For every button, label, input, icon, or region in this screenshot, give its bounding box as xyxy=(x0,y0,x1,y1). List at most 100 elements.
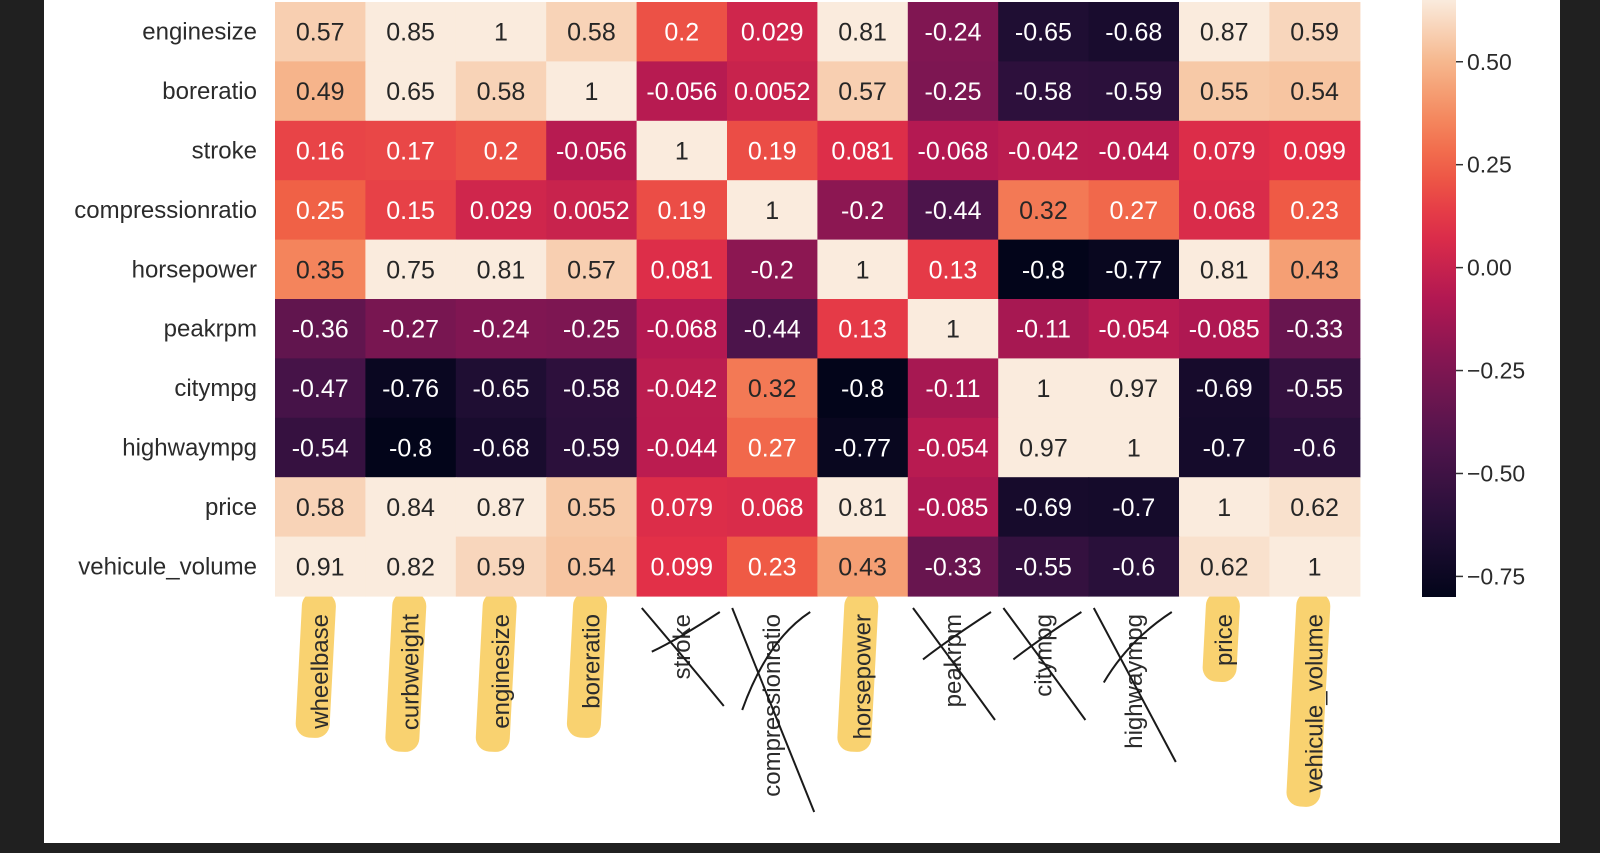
heatmap-cell-enginesize-stroke xyxy=(636,2,728,62)
column-label-compressionratio: compressionratio xyxy=(759,614,786,797)
cell-value-label: 0.87 xyxy=(477,494,526,522)
heatmap-cell-citympg-horsepower xyxy=(817,358,909,419)
heatmap-cell-price-price xyxy=(1179,477,1270,538)
heatmap-cell-citympg-highwaympg xyxy=(1088,358,1180,419)
row-label-horsepower: horsepower xyxy=(132,256,257,283)
column-label-enginesize: enginesize xyxy=(488,614,515,729)
cross-out-marks xyxy=(641,607,1177,813)
cell-value-label: -0.085 xyxy=(1189,316,1260,344)
heatmap-cell-stroke-curbweight xyxy=(365,120,457,181)
cell-value-label: 0.97 xyxy=(1019,435,1068,463)
heatmap-cell-stroke-wheelbase xyxy=(275,120,366,181)
heatmap-cell-vehicule-volume-horsepower xyxy=(817,536,909,597)
heatmap-cell-peakrpm-vehicule-volume xyxy=(1269,299,1361,359)
heatmap-cell-citympg-price xyxy=(1179,358,1270,419)
cell-value-label: 0.54 xyxy=(567,553,616,581)
heatmap-cell-enginesize-citympg xyxy=(998,2,1090,62)
cell-value-label: -0.054 xyxy=(1098,316,1169,344)
cell-value-label: 0.58 xyxy=(296,494,345,522)
heatmap-cell-citympg-curbweight xyxy=(365,358,457,419)
cell-value-label: -0.69 xyxy=(1196,375,1253,403)
heatmap-cell-compressionratio-horsepower xyxy=(817,180,909,241)
cell-value-label: -0.042 xyxy=(1008,138,1079,166)
heatmap-cell-citympg-citympg xyxy=(998,358,1090,419)
cross-stroke-a-compressionratio xyxy=(731,607,816,813)
heatmap-cell-price-stroke xyxy=(636,477,728,538)
cell-value-label: 0.55 xyxy=(567,494,616,522)
cell-value-label: 0.58 xyxy=(477,78,526,106)
column-label-highwaympg: highwaympg xyxy=(1121,614,1148,749)
colorbar-scale xyxy=(1422,0,1456,597)
column-tick-labels: wheelbase curbweight enginesize boreratio st… xyxy=(307,614,1328,797)
cell-value-label: 0.2 xyxy=(484,138,519,166)
column-label-peakrpm: peakrpm xyxy=(940,614,967,707)
cell-value-label: 1 xyxy=(1217,494,1231,522)
colorbar-tick-label: 0.50 xyxy=(1467,49,1512,75)
column-label-wheelbase: wheelbase xyxy=(307,614,334,730)
cell-value-label: 0.32 xyxy=(1019,197,1068,225)
row-tick-labels: enginesize boreratio stroke compressionrati… xyxy=(74,19,257,581)
cell-value-label: -0.068 xyxy=(918,138,989,166)
cell-value-label: 1 xyxy=(494,19,508,47)
cell-value-label: 0.27 xyxy=(1109,197,1158,225)
heatmap-cell-vehicule-volume-boreratio xyxy=(546,536,638,597)
cell-value-label: -0.054 xyxy=(918,435,989,463)
heatmap-cell-compressionratio-price xyxy=(1179,180,1270,241)
column-label-price: price xyxy=(1211,614,1238,666)
heatmap-cell-vehicule-volume-peakrpm xyxy=(907,536,999,597)
cross-stroke-b-highwaympg xyxy=(1102,611,1173,684)
cell-value-label: -0.77 xyxy=(1105,256,1162,284)
cell-value-label: 1 xyxy=(765,197,779,225)
cell-value-label: -0.056 xyxy=(646,78,717,106)
heatmap-cell-boreratio-enginesize xyxy=(455,61,547,122)
heatmap-cell-highwaympg-stroke xyxy=(636,417,728,478)
cell-value-label: -0.2 xyxy=(841,197,884,225)
heatmap-cell-highwaympg-highwaympg xyxy=(1088,417,1180,478)
heatmap-cell-vehicule-volume-wheelbase xyxy=(275,536,366,597)
heatmap-cell-boreratio-compressionratio xyxy=(727,61,818,122)
cell-value-label: 0.54 xyxy=(1290,78,1339,106)
heatmap-cell-price-peakrpm xyxy=(907,477,999,538)
column-label-horsepower: horsepower xyxy=(850,614,877,739)
heatmap-cell-stroke-vehicule-volume xyxy=(1269,120,1361,181)
heatmap-cell-highwaympg-vehicule-volume xyxy=(1269,417,1361,478)
cell-value-label: 0.079 xyxy=(1193,138,1256,166)
cell-value-label: 0.19 xyxy=(748,138,797,166)
cell-value-label: -0.044 xyxy=(1098,138,1169,166)
cell-value-label: -0.76 xyxy=(382,375,439,403)
cell-value-label: -0.36 xyxy=(292,316,349,344)
heatmap-cell-compressionratio-citympg xyxy=(998,180,1090,241)
cell-value-label: -0.7 xyxy=(1112,494,1155,522)
heatmap-cell-highwaympg-horsepower xyxy=(817,417,909,478)
cross-stroke-b-peakrpm xyxy=(922,611,992,661)
cell-value-label: 0.81 xyxy=(477,256,526,284)
heatmap-cell-price-citympg xyxy=(998,477,1090,538)
cell-value-label: 0.57 xyxy=(838,78,887,106)
cell-value-label: 0.65 xyxy=(386,78,435,106)
heatmap-cell-boreratio-vehicule-volume xyxy=(1269,61,1361,122)
heatmap-cell-compressionratio-peakrpm xyxy=(907,180,999,241)
cell-value-label: -0.24 xyxy=(925,19,982,47)
cell-value-label: -0.69 xyxy=(1015,494,1072,522)
cell-value-label: 1 xyxy=(946,316,960,344)
heatmap-cell-peakrpm-citympg xyxy=(998,299,1090,359)
heatmap-cell-peakrpm-stroke xyxy=(636,299,728,359)
cell-value-label: 0.27 xyxy=(748,435,797,463)
cell-value-label: -0.44 xyxy=(744,316,801,344)
column-label-curbweight: curbweight xyxy=(398,614,425,730)
heatmap-cell-boreratio-boreratio xyxy=(546,61,638,122)
heatmap-cell-stroke-compressionratio xyxy=(727,120,818,181)
cell-value-label: -0.27 xyxy=(382,316,439,344)
cell-value-label: -0.47 xyxy=(292,375,349,403)
heatmap-cell-horsepower-enginesize xyxy=(455,239,547,300)
cell-value-label: 0.16 xyxy=(296,138,345,166)
heatmap-cell-boreratio-highwaympg xyxy=(1088,61,1180,122)
highlight-mark-enginesize xyxy=(475,591,517,752)
cell-value-label: -0.58 xyxy=(1015,78,1072,106)
cell-value-label: 0.099 xyxy=(651,553,714,581)
cell-value-label: -0.11 xyxy=(925,375,980,403)
cell-value-label: 0.43 xyxy=(1290,256,1339,284)
row-label-boreratio: boreratio xyxy=(162,78,257,105)
heatmap-cell-stroke-citympg xyxy=(998,120,1090,181)
cell-value-label: 0.81 xyxy=(838,494,887,522)
